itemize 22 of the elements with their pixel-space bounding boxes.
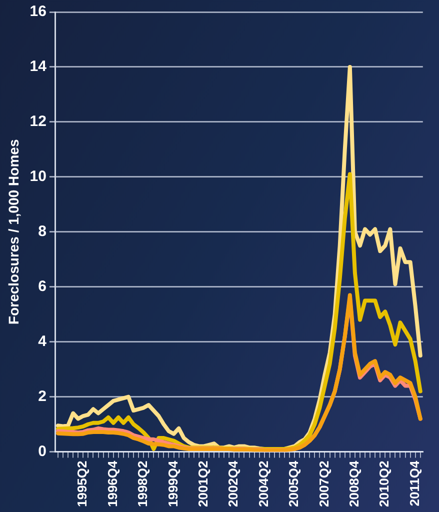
x-tick-label: 2005Q4 [286, 460, 302, 508]
x-tick-label: 1999Q4 [165, 460, 180, 508]
y-tick-label: 12 [30, 113, 46, 130]
y-tick-label: 8 [38, 223, 46, 240]
x-tick-label: 2008Q4 [346, 460, 362, 508]
y-axis-title: Foreclosures / 1,000 Homes [5, 139, 22, 324]
x-tick-label: 2010Q2 [376, 460, 392, 508]
x-tick-label: 2007Q2 [316, 460, 332, 508]
x-tick-label: 1998Q2 [135, 460, 150, 508]
x-tick-label: 2002Q4 [226, 460, 241, 508]
y-tick-label: 2 [38, 388, 46, 405]
x-tick-label: 1996Q4 [104, 460, 120, 508]
x-tick-label: 2011Q4 [406, 460, 422, 506]
y-tick-label: 4 [38, 332, 48, 350]
y-tick-label: 6 [38, 278, 46, 295]
y-tick-label: 14 [30, 58, 48, 76]
x-tick-label: 1995Q2 [74, 460, 90, 508]
y-tick-label: 10 [30, 168, 46, 186]
x-tick-label: 2004Q2 [256, 460, 271, 508]
y-tick-label: 16 [30, 3, 46, 20]
x-tick-label: 2001Q2 [196, 460, 211, 508]
y-tick-label: 0 [38, 442, 46, 460]
